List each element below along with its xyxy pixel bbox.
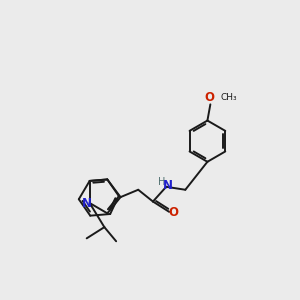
Text: CH₃: CH₃ — [221, 93, 237, 102]
Text: H: H — [158, 176, 165, 187]
Text: N: N — [163, 179, 173, 192]
Text: O: O — [169, 206, 179, 219]
Text: N: N — [82, 197, 92, 210]
Text: O: O — [204, 92, 214, 104]
